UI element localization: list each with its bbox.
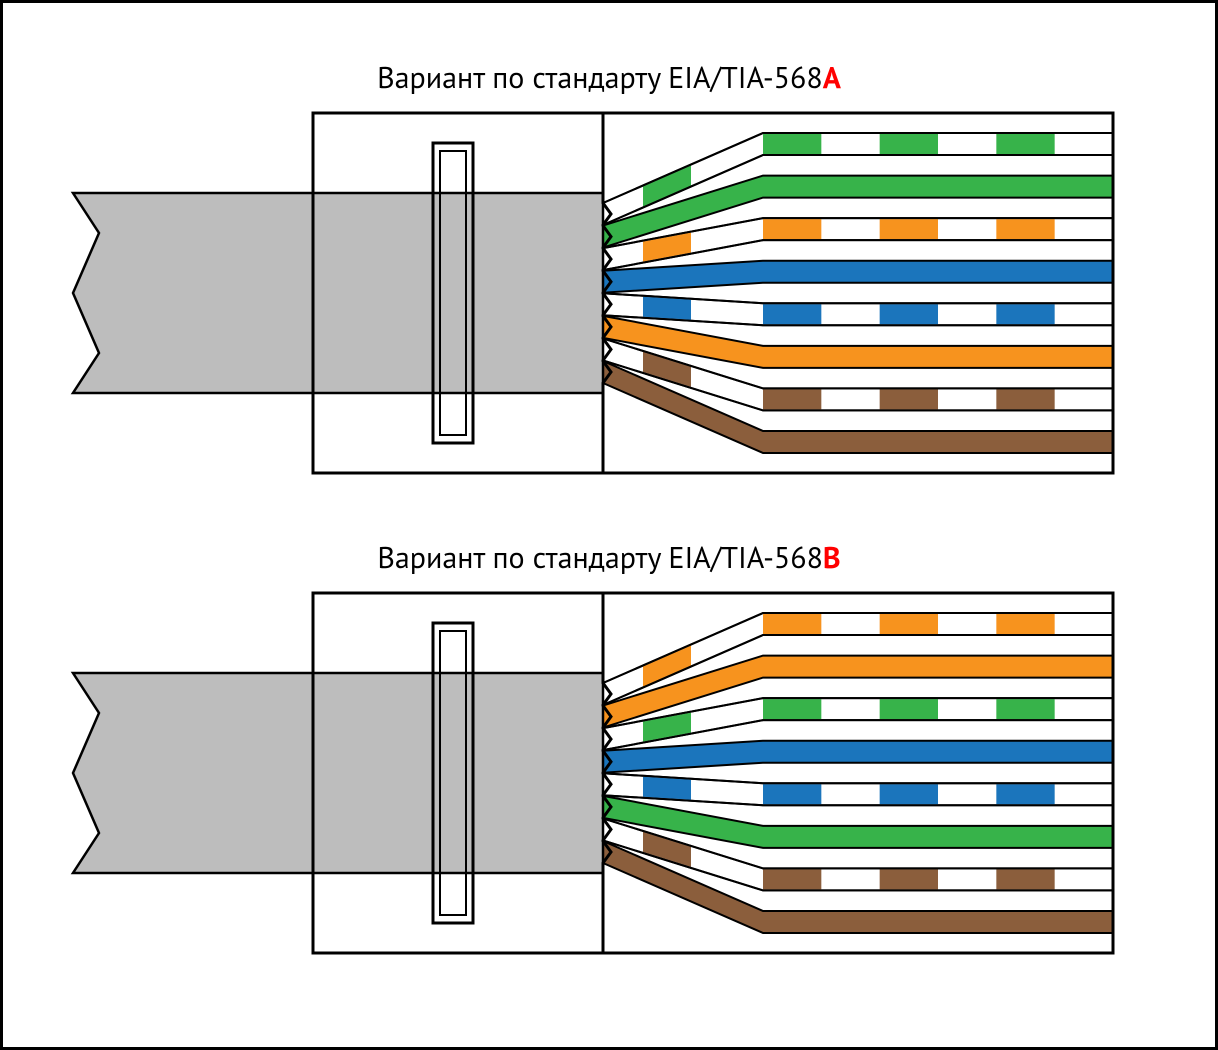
cable-jacket bbox=[73, 193, 603, 393]
rj45-diagram bbox=[3, 93, 1218, 493]
wires bbox=[603, 613, 1113, 933]
title-suffix: A bbox=[823, 58, 841, 97]
diagram-title: Вариант по стандарту EIA/TIA-568A bbox=[3, 58, 1215, 97]
wire bbox=[603, 293, 1113, 325]
wire bbox=[603, 261, 1113, 293]
wires bbox=[603, 133, 1113, 453]
wire bbox=[603, 741, 1113, 773]
rj45-diagram bbox=[3, 573, 1218, 973]
diagram-title: Вариант по стандарту EIA/TIA-568B bbox=[3, 538, 1215, 577]
title-suffix: B bbox=[823, 538, 841, 577]
title-prefix: Вариант по стандарту EIA/TIA-568 bbox=[377, 538, 823, 577]
title-prefix: Вариант по стандарту EIA/TIA-568 bbox=[377, 58, 823, 97]
cable-jacket bbox=[73, 673, 603, 873]
wire bbox=[603, 773, 1113, 805]
